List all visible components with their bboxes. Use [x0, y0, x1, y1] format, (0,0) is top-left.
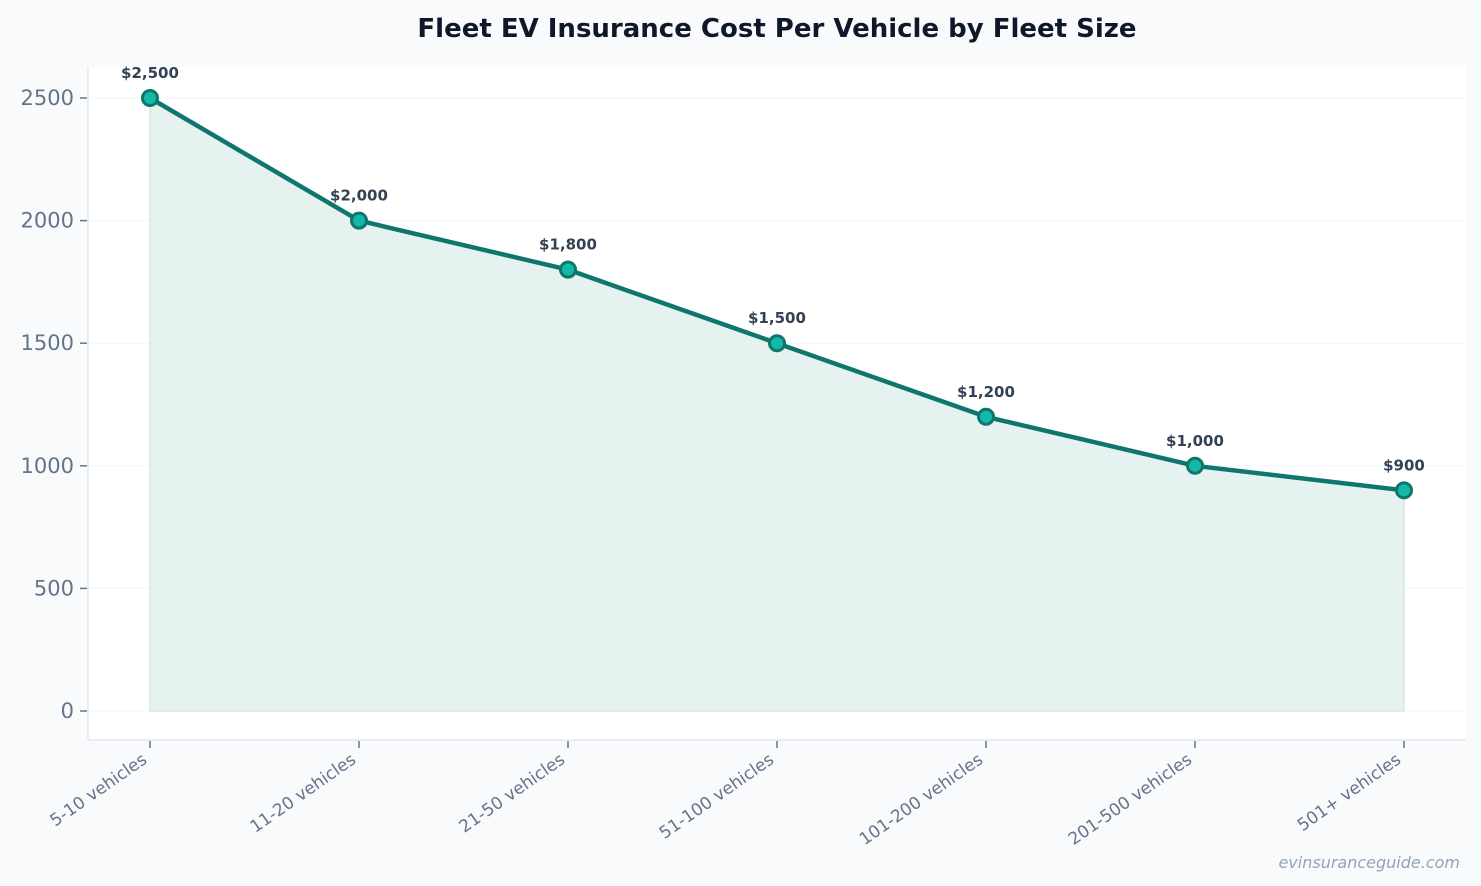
data-label: $900 — [1383, 456, 1425, 474]
x-tick-label: 11-20 vehicles — [247, 750, 360, 838]
y-tick-label: 500 — [34, 576, 74, 600]
y-tick-label: 1500 — [21, 331, 74, 355]
data-point — [350, 211, 368, 230]
data-point — [1395, 481, 1413, 500]
data-point — [977, 407, 995, 426]
data-label: $2,500 — [121, 64, 179, 82]
y-tick-label: 2500 — [21, 86, 74, 110]
x-tick-label: 51-100 vehicles — [656, 750, 778, 844]
data-label: $2,000 — [330, 187, 388, 205]
data-point — [559, 260, 577, 279]
data-label: $1,000 — [1166, 432, 1224, 450]
x-tick-label: 5-10 vehicles — [47, 750, 151, 832]
data-label: $1,500 — [748, 309, 806, 327]
x-tick-label: 501+ vehicles — [1294, 750, 1405, 836]
x-tick-label: 201-500 vehicles — [1065, 750, 1196, 850]
x-tick-label: 101-200 vehicles — [856, 750, 987, 850]
chart-title: Fleet EV Insurance Cost Per Vehicle by F… — [417, 14, 1136, 44]
data-point — [141, 89, 159, 107]
y-tick-label: 2000 — [21, 209, 74, 233]
x-tick-label: 21-50 vehicles — [456, 750, 569, 838]
watermark: evinsuranceguide.com — [1278, 853, 1460, 872]
data-point — [1186, 456, 1204, 475]
y-tick-label: 1000 — [21, 454, 74, 478]
data-label: $1,800 — [539, 236, 597, 254]
data-label: $1,200 — [957, 383, 1015, 401]
y-tick-label: 0 — [61, 699, 74, 723]
data-point — [768, 334, 786, 353]
